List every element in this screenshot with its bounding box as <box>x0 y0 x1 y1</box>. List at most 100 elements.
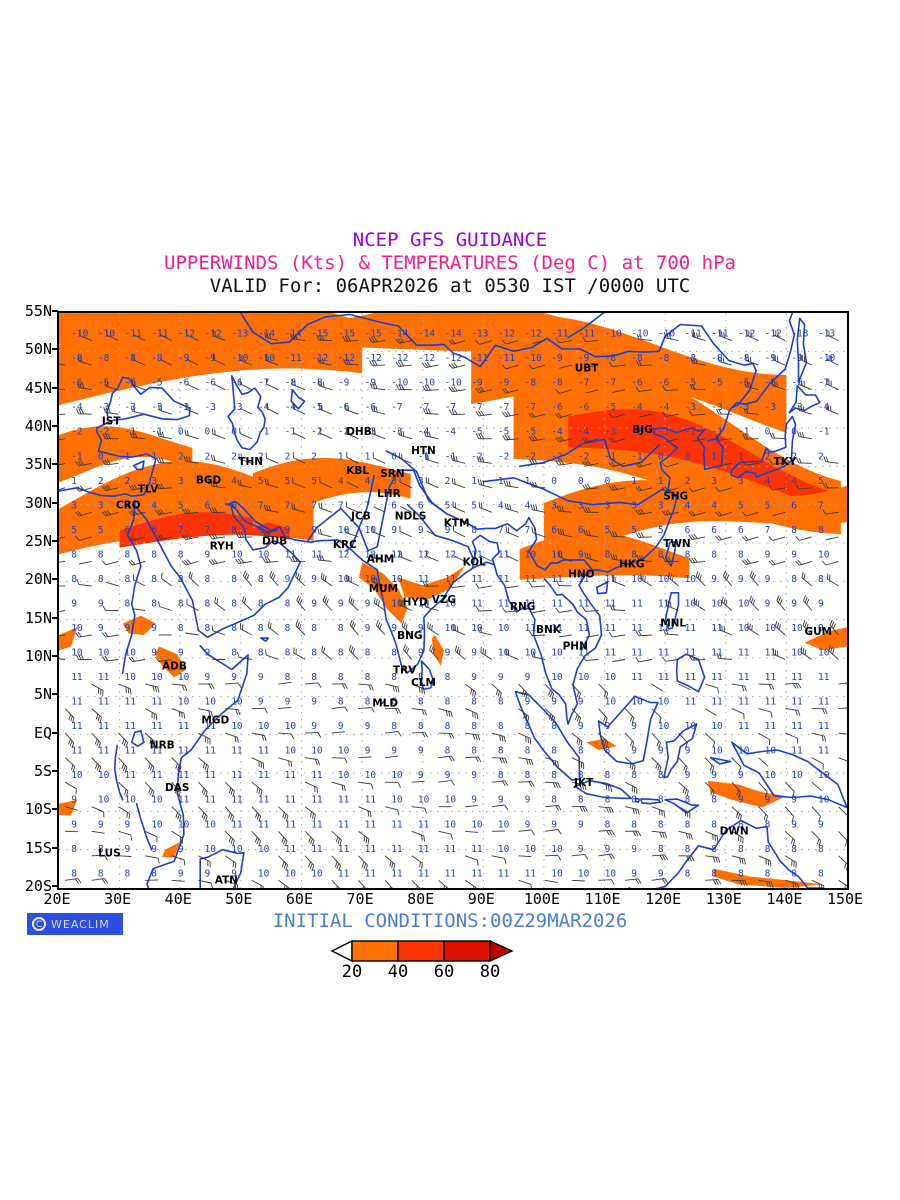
x-axis-tick-label: 60E <box>285 890 313 908</box>
svg-text:8: 8 <box>445 672 451 683</box>
svg-text:8: 8 <box>258 648 264 659</box>
svg-text:8: 8 <box>551 721 557 732</box>
station-label: BNK <box>536 624 562 636</box>
svg-text:8: 8 <box>471 746 477 757</box>
svg-text:6: 6 <box>711 525 717 536</box>
svg-text:9: 9 <box>551 697 557 708</box>
svg-text:4: 4 <box>525 500 531 511</box>
svg-text:11: 11 <box>365 844 377 855</box>
svg-text:9: 9 <box>231 672 237 683</box>
svg-text:9: 9 <box>471 795 477 806</box>
svg-text:9: 9 <box>151 844 157 855</box>
svg-text:8: 8 <box>711 819 717 830</box>
svg-text:8: 8 <box>71 574 77 585</box>
svg-text:11: 11 <box>658 623 670 634</box>
y-axis-tick <box>52 693 58 696</box>
y-axis-tick <box>52 808 58 811</box>
x-axis-tick-label: 140E <box>766 890 803 908</box>
svg-text:-14: -14 <box>258 329 275 340</box>
svg-text:11: 11 <box>631 648 643 659</box>
station-label: JKT <box>573 777 594 789</box>
svg-text:-5: -5 <box>738 378 749 389</box>
svg-text:8: 8 <box>818 525 824 536</box>
svg-text:10: 10 <box>178 819 190 830</box>
svg-text:11: 11 <box>791 697 803 708</box>
svg-text:8: 8 <box>418 672 424 683</box>
svg-text:8: 8 <box>125 574 131 585</box>
svg-text:10: 10 <box>391 795 403 806</box>
svg-text:10: 10 <box>551 648 563 659</box>
svg-text:2: 2 <box>765 451 771 462</box>
svg-text:1: 1 <box>711 451 717 462</box>
svg-text:11: 11 <box>471 574 483 585</box>
x-axis-tick-label: 50E <box>225 890 253 908</box>
svg-text:10: 10 <box>818 549 830 560</box>
svg-text:10: 10 <box>711 721 723 732</box>
svg-text:-5: -5 <box>711 378 722 389</box>
svg-text:-9: -9 <box>578 353 590 364</box>
y-axis-tick-label: EQ <box>33 723 52 742</box>
station-label: SRN <box>380 468 404 480</box>
svg-text:4: 4 <box>205 476 211 487</box>
svg-text:3: 3 <box>151 476 157 487</box>
svg-text:7: 7 <box>311 500 317 511</box>
svg-text:8: 8 <box>125 599 131 610</box>
svg-text:8: 8 <box>685 795 691 806</box>
svg-text:11: 11 <box>391 844 403 855</box>
svg-text:-7: -7 <box>605 378 616 389</box>
svg-text:11: 11 <box>685 648 697 659</box>
temperature-values: 8 8 8 8 9 9 9 10 10 10 11 11 11 11 11 11 11 11 10 10 10 9 9 8 8 8… <box>71 329 835 880</box>
svg-text:-3: -3 <box>391 427 402 438</box>
svg-text:-12: -12 <box>765 329 782 340</box>
svg-text:11: 11 <box>738 648 750 659</box>
svg-text:3: 3 <box>418 476 424 487</box>
svg-text:9: 9 <box>658 868 664 879</box>
svg-text:8: 8 <box>738 868 744 879</box>
svg-text:11: 11 <box>711 672 723 683</box>
svg-text:1: 1 <box>471 476 477 487</box>
svg-text:-2: -2 <box>498 451 509 462</box>
svg-text:-12: -12 <box>178 329 195 340</box>
station-label: NRB <box>150 740 175 752</box>
svg-text:10: 10 <box>445 795 457 806</box>
station-label: KRC <box>333 539 357 551</box>
svg-text:-7: -7 <box>445 402 456 413</box>
svg-text:8: 8 <box>338 623 344 634</box>
svg-text:-5: -5 <box>98 378 109 389</box>
svg-text:9: 9 <box>578 819 584 830</box>
svg-text:9: 9 <box>711 574 717 585</box>
svg-text:-11: -11 <box>685 329 702 340</box>
svg-text:5: 5 <box>71 525 77 536</box>
svg-text:9: 9 <box>631 844 637 855</box>
colorbar-tick-label: 60 <box>433 962 455 982</box>
svg-text:8: 8 <box>525 746 531 757</box>
y-axis-tick <box>52 578 58 581</box>
svg-text:0: 0 <box>658 451 664 462</box>
svg-text:10: 10 <box>791 648 803 659</box>
svg-text:9: 9 <box>311 697 317 708</box>
station-label: NDLS <box>395 510 427 522</box>
svg-text:11: 11 <box>125 746 137 757</box>
svg-text:-10: -10 <box>605 329 622 340</box>
svg-text:11: 11 <box>151 746 163 757</box>
svg-text:-6: -6 <box>791 378 803 389</box>
coastlines <box>59 313 847 888</box>
svg-text:8: 8 <box>98 868 104 879</box>
svg-text:-9: -9 <box>338 378 350 389</box>
svg-text:7: 7 <box>285 500 291 511</box>
svg-text:8: 8 <box>498 697 504 708</box>
svg-text:-7: -7 <box>498 402 509 413</box>
svg-text:9: 9 <box>71 819 77 830</box>
svg-text:11: 11 <box>738 721 750 732</box>
svg-text:10: 10 <box>658 574 670 585</box>
station-label: LUS <box>98 848 120 860</box>
svg-text:10: 10 <box>258 844 270 855</box>
svg-text:11: 11 <box>631 599 643 610</box>
svg-text:-15: -15 <box>311 329 328 340</box>
svg-text:11: 11 <box>445 844 457 855</box>
svg-text:10: 10 <box>471 819 483 830</box>
svg-text:8: 8 <box>685 549 691 560</box>
svg-text:7: 7 <box>205 525 211 536</box>
svg-text:3: 3 <box>605 500 611 511</box>
